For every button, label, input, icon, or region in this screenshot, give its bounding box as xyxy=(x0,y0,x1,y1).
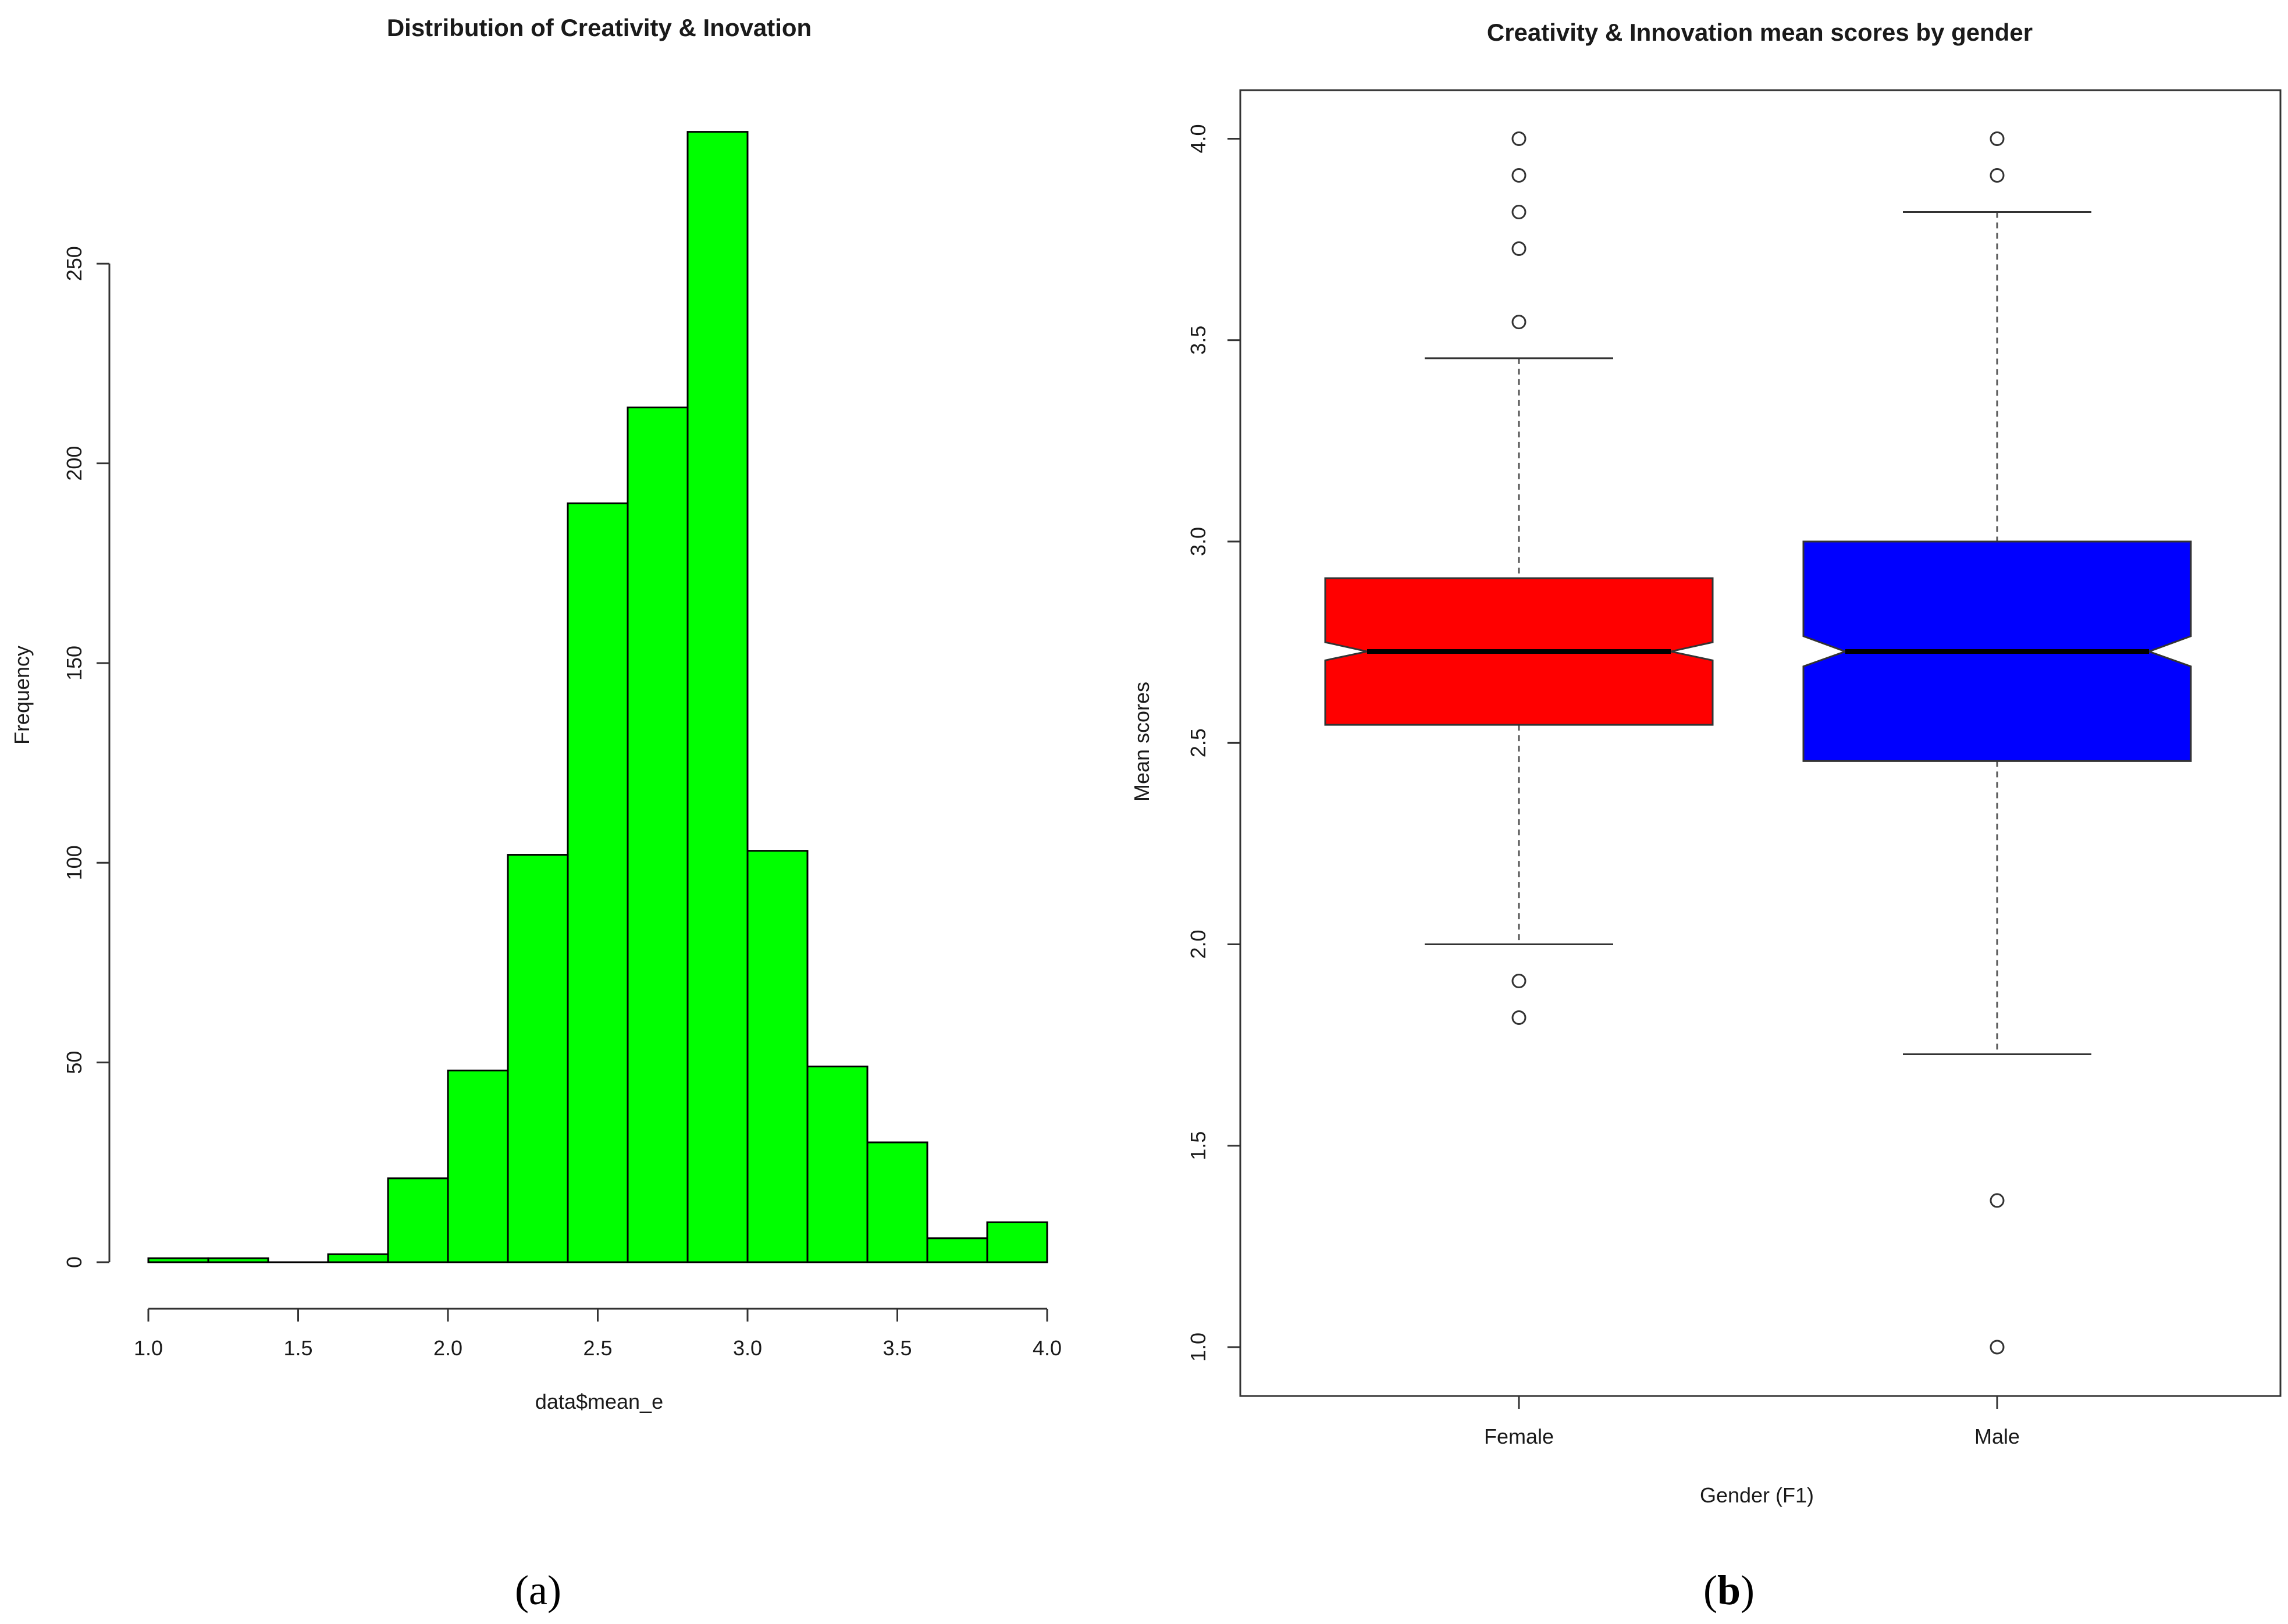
histogram-x-tick-label-2: 2.0 xyxy=(433,1336,462,1360)
boxplot-group-female xyxy=(1324,131,1714,1025)
boxplot-x-label: Gender (F1) xyxy=(1700,1483,1814,1507)
boxplot-y-tick-label-6: 4.0 xyxy=(1186,124,1210,153)
boxplot-y-tick-label-1: 1.5 xyxy=(1186,1131,1210,1160)
histogram-bar-3 xyxy=(327,1253,389,1263)
boxplot-female-outlier-2 xyxy=(1511,205,1526,220)
histogram-x-tick-label-6: 4.0 xyxy=(1033,1336,1062,1360)
histogram-bar-11 xyxy=(806,1066,869,1263)
histogram-y-tick-label-3: 150 xyxy=(62,646,86,681)
boxplot-title: Creativity & Innovation mean scores by g… xyxy=(1487,19,2033,46)
histogram-y-tick-label-4: 200 xyxy=(62,446,86,481)
histogram-y-tick-label-0: 0 xyxy=(62,1256,86,1268)
histogram-y-tick-label-5: 250 xyxy=(62,246,86,281)
histogram-bar-10 xyxy=(746,850,809,1263)
boxplot-y-axis: 1.0 1.5 2.0 2.5 3.0 3.5 4.0 xyxy=(1186,124,1240,1362)
histogram-bar-8 xyxy=(627,406,689,1263)
boxplot-female-outlier-3 xyxy=(1511,241,1526,257)
boxplot-female-outlier-4 xyxy=(1511,315,1526,330)
panel-label-b-letter: b xyxy=(1717,1567,1741,1614)
histogram-y-label: Frequency xyxy=(10,646,34,745)
boxplot-x-axis: Female Male xyxy=(1484,1396,2020,1448)
boxplot-female-outlier-5 xyxy=(1511,974,1526,989)
boxplot-chart: Creativity & Innovation mean scores by g… xyxy=(1130,19,2282,1614)
histogram-x-label: data$mean_e xyxy=(535,1390,663,1413)
panel-label-b-open: ( xyxy=(1703,1567,1717,1614)
histogram-y-tick-label-2: 100 xyxy=(62,845,86,880)
histogram-x-tick-label-1: 1.5 xyxy=(283,1336,312,1360)
histogram-bar-7 xyxy=(567,502,629,1263)
boxplot-y-tick-label-4: 3.0 xyxy=(1186,527,1210,556)
boxplot-female-outlier-1 xyxy=(1511,168,1526,183)
boxplot-male-outlier-2 xyxy=(1990,1193,2005,1208)
histogram-bar-4 xyxy=(387,1177,449,1263)
histogram-title: Distribution of Creativity & Inovation xyxy=(387,14,812,41)
histogram-bar-14 xyxy=(986,1221,1048,1263)
histogram-bar-5 xyxy=(447,1069,509,1263)
boxplot-y-label: Mean scores xyxy=(1130,682,1154,802)
boxplot-x-tick-label-0: Female xyxy=(1484,1424,1554,1448)
histogram-x-tick-label-3: 2.5 xyxy=(583,1336,612,1360)
boxplot-x-tick-label-1: Male xyxy=(1974,1424,2020,1448)
histogram-bar-1 xyxy=(207,1257,269,1263)
panel-label-b: (b) xyxy=(1703,1567,1755,1614)
histogram-y-tick-label-1: 50 xyxy=(62,1051,86,1074)
histogram-x-axis: 1.0 1.5 2.0 2.5 3.0 3.5 4.0 xyxy=(134,1308,1062,1360)
histogram-bar-13 xyxy=(926,1237,988,1263)
boxplot-female-outlier-6 xyxy=(1511,1010,1526,1025)
boxplot-y-tick-label-0: 1.0 xyxy=(1186,1333,1210,1362)
boxplot-male-outlier-3 xyxy=(1990,1340,2005,1355)
histogram-x-tick-label-5: 3.5 xyxy=(883,1336,912,1360)
histogram-bar-6 xyxy=(507,854,569,1263)
boxplot-male-outlier-0 xyxy=(1990,131,2005,146)
histogram-x-tick-label-4: 3.0 xyxy=(733,1336,762,1360)
histogram-y-axis: 0 50 100 150 200 250 xyxy=(62,246,111,1268)
histogram-x-tick-label-0: 1.0 xyxy=(134,1336,163,1360)
histogram-bar-9 xyxy=(686,131,749,1263)
boxplot-y-tick-label-2: 2.0 xyxy=(1186,929,1210,959)
histogram-bar-12 xyxy=(866,1141,928,1263)
panel-label-b-close: ) xyxy=(1741,1567,1755,1614)
boxplot-groups xyxy=(1324,131,2192,1355)
boxplot-female-outlier-0 xyxy=(1511,131,1526,146)
boxplot-y-tick-label-5: 3.5 xyxy=(1186,326,1210,355)
histogram-chart: Distribution of Creativity & Inovation 1… xyxy=(10,14,1062,1614)
boxplot-y-tick-label-3: 2.5 xyxy=(1186,728,1210,757)
boxplot-male-outlier-1 xyxy=(1990,168,2005,183)
histogram-bars xyxy=(147,131,1048,1263)
panel-label-a: (a) xyxy=(515,1567,561,1614)
histogram-bar-0 xyxy=(147,1257,209,1263)
boxplot-group-male xyxy=(1802,131,2192,1355)
